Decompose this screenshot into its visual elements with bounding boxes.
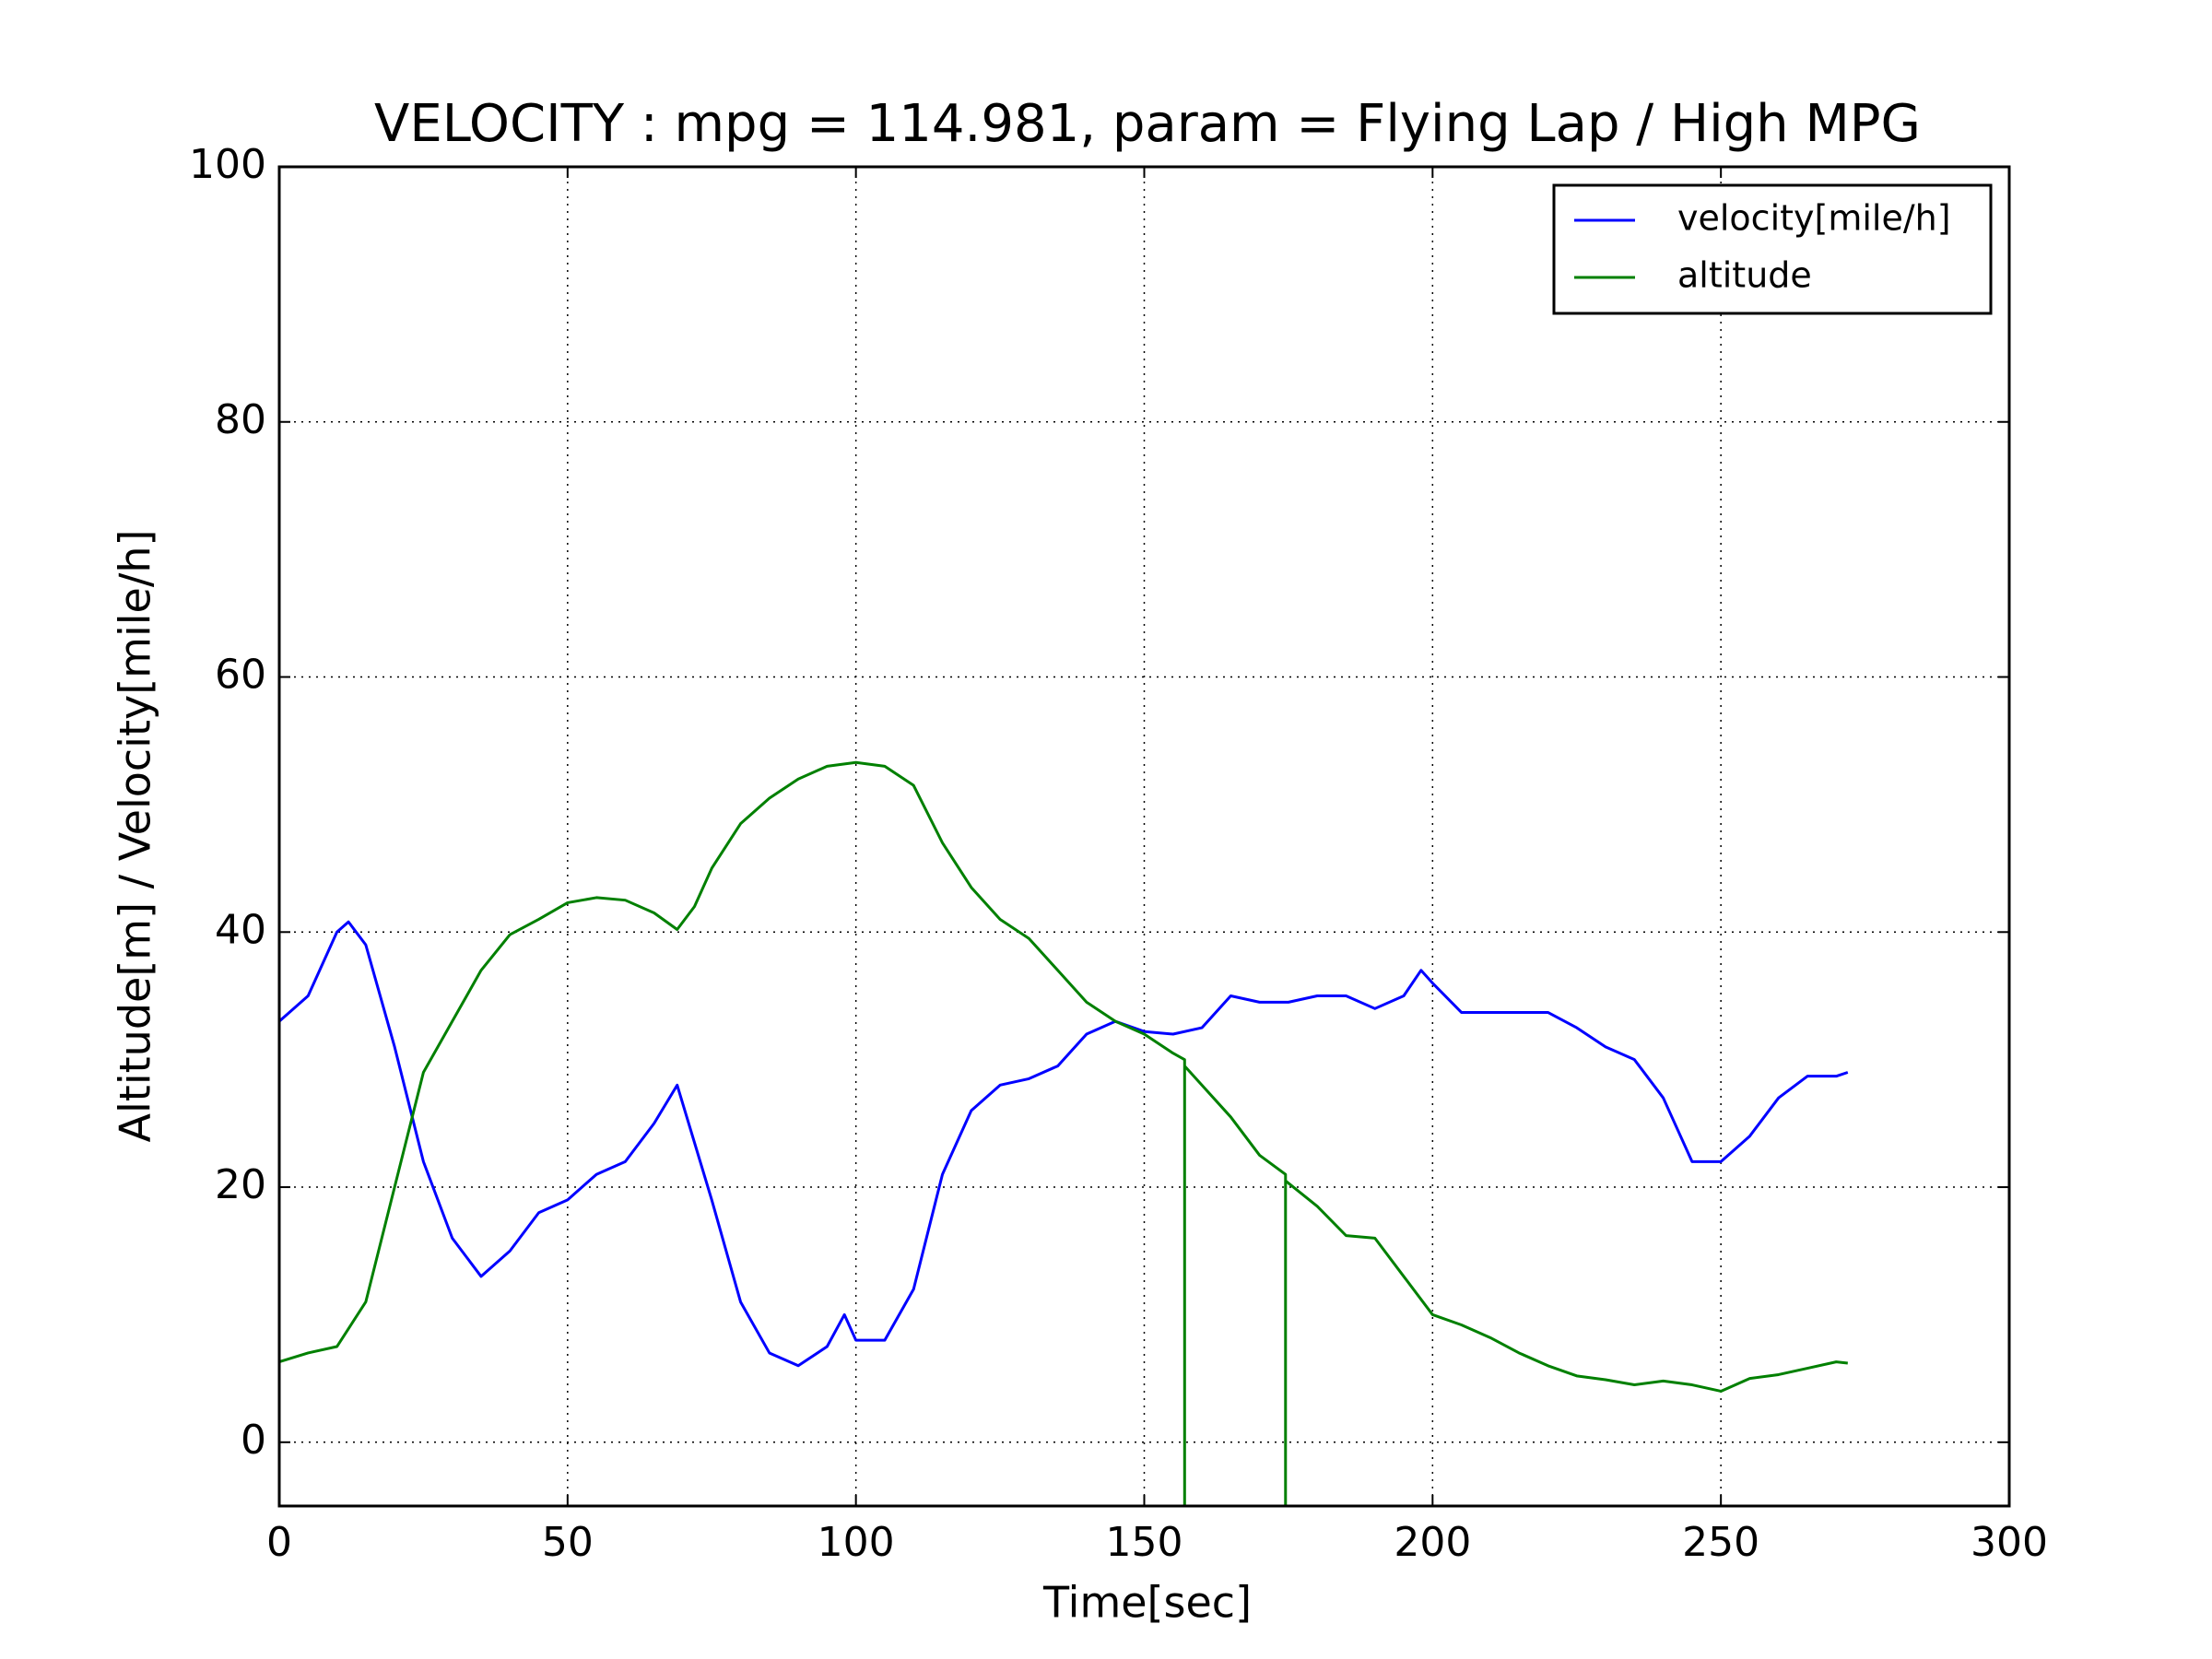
x-tick-label: 150 [1106, 1519, 1183, 1566]
x-tick-label: 200 [1394, 1519, 1471, 1566]
series-line [279, 920, 1849, 1368]
ticks: 0 50 100 150 200 250 300 0 20 40 60 80 100 [189, 141, 2048, 1566]
x-tick-label: 300 [1971, 1519, 2048, 1566]
x-tick-label: 100 [818, 1519, 895, 1566]
chart-title: VELOCITY : mpg = 114.981, param = Flying… [374, 94, 1921, 154]
y-tick-label: 60 [215, 652, 266, 699]
y-tick-label: 20 [215, 1161, 266, 1208]
legend-label: altitude [1677, 255, 1812, 296]
y-tick-label: 0 [241, 1417, 266, 1464]
series-line [279, 760, 1848, 1506]
legend: velocity[mile/h] altitude [1552, 183, 1993, 315]
y-tick-label: 80 [215, 396, 266, 443]
y-axis-label: Altitude[m] / Velocity[mile/h] [111, 530, 160, 1143]
y-tick-label: 100 [189, 141, 266, 188]
plot-lines [279, 760, 1849, 1506]
x-axis-label: Time[sec] [1042, 1578, 1252, 1628]
x-tick-label: 50 [542, 1519, 594, 1566]
legend-box [1552, 183, 1993, 315]
y-tick-label: 40 [215, 906, 266, 953]
x-tick-label: 0 [266, 1519, 292, 1566]
legend-label: velocity[mile/h] [1677, 198, 1951, 239]
x-tick-label: 250 [1682, 1519, 1759, 1566]
